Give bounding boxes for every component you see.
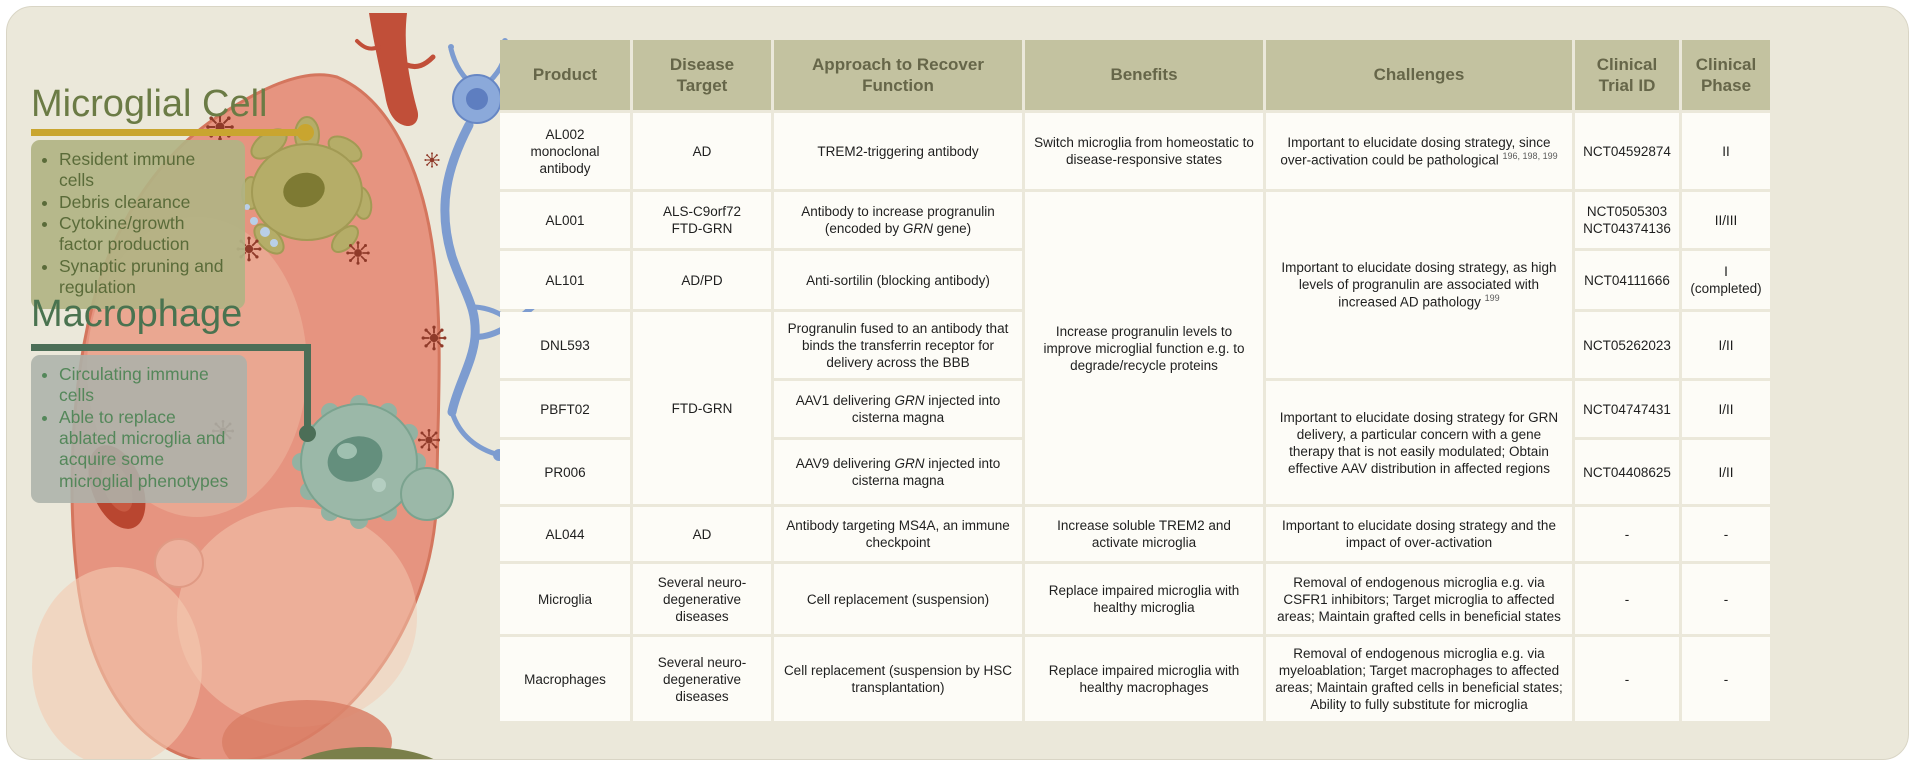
microglia-info-box: Resident immune cells Debris clearance C… bbox=[31, 140, 245, 310]
cell-trial-id: - bbox=[1575, 564, 1679, 634]
microglia-bullet: Synaptic pruning and regulation bbox=[59, 256, 233, 299]
cell-disease: AD bbox=[633, 113, 771, 189]
cell-phase: I (completed) bbox=[1682, 251, 1770, 309]
cell-challenges: Important to elucidate dosing strategy a… bbox=[1266, 507, 1572, 561]
cell-trial-id: NCT04111666 bbox=[1575, 251, 1679, 309]
cell-approach: TREM2-triggering antibody bbox=[774, 113, 1022, 189]
cell-product: AL002 monoclonal antibody bbox=[500, 113, 630, 189]
therapies-table: Product Disease Target Approach to Recov… bbox=[497, 37, 1773, 724]
macrophage-title: Macrophage bbox=[31, 293, 243, 335]
cell-challenges: Important to elucidate dosing strategy, … bbox=[1266, 113, 1572, 189]
cell-approach: Antibody targeting MS4A, an immune check… bbox=[774, 507, 1022, 561]
macrophage-cell-drawing bbox=[292, 395, 454, 529]
col-header-approach: Approach to Recover Function bbox=[774, 40, 1022, 110]
cell-product: DNL593 bbox=[500, 312, 630, 378]
table-row: PR006 AAV9 delivering GRN injected into … bbox=[500, 440, 1770, 504]
cell-disease: AD bbox=[633, 507, 771, 561]
cell-phase: - bbox=[1682, 637, 1770, 721]
brain-illustration: Microglial Cell Resident immune cells De… bbox=[7, 7, 627, 759]
col-header-disease-target: Disease Target bbox=[633, 40, 771, 110]
cell-benefits: Increase soluble TREM2 and activate micr… bbox=[1025, 507, 1263, 561]
table-row: PBFT02 AAV1 delivering GRN injected into… bbox=[500, 381, 1770, 504]
cell-trial-id: NCT05262023 bbox=[1575, 312, 1679, 378]
microglia-title: Microglial Cell bbox=[31, 83, 268, 125]
microglia-bullet: Resident immune cells bbox=[59, 149, 233, 192]
cell-trial-id: NCT04747431 bbox=[1575, 381, 1679, 437]
figure-background: Microglial Cell Resident immune cells De… bbox=[6, 6, 1909, 760]
col-header-trial-id: Clinical Trial ID bbox=[1575, 40, 1679, 110]
cell-challenges-merged: Important to elucidate dosing strategy, … bbox=[1266, 192, 1572, 378]
macrophage-pointer-line bbox=[304, 344, 311, 432]
col-header-benefits: Benefits bbox=[1025, 40, 1263, 110]
cell-disease: Several neuro-degenerative diseases bbox=[633, 564, 771, 634]
cell-trial-id: - bbox=[1575, 507, 1679, 561]
microglia-accent-bar bbox=[31, 129, 303, 136]
cell-benefits: Switch microglia from homeostatic to dis… bbox=[1025, 113, 1263, 189]
cell-disease-merged: FTD-GRN bbox=[633, 312, 771, 504]
col-header-challenges: Challenges bbox=[1266, 40, 1572, 110]
cell-approach: AAV1 delivering GRN injected into cister… bbox=[774, 381, 1022, 437]
table-row: DNL593 FTD-GRN Progranulin fused to an a… bbox=[500, 312, 1770, 504]
cell-phase: I/II bbox=[1682, 381, 1770, 437]
cell-challenges-merged: Important to elucidate dosing strategy f… bbox=[1266, 381, 1572, 504]
cell-phase: II/III bbox=[1682, 192, 1770, 248]
macrophage-accent-bar bbox=[31, 344, 311, 351]
col-header-phase: Clinical Phase bbox=[1682, 40, 1770, 110]
cell-product: AL101 bbox=[500, 251, 630, 309]
cell-approach: Progranulin fused to an antibody that bi… bbox=[774, 312, 1022, 378]
cell-product: AL044 bbox=[500, 507, 630, 561]
table-row: AL044 AD Antibody targeting MS4A, an imm… bbox=[500, 507, 1770, 561]
cell-approach: Cell replacement (suspension) bbox=[774, 564, 1022, 634]
pink-vesicle-drawing bbox=[154, 538, 204, 588]
cell-approach: Cell replacement (suspension by HSC tran… bbox=[774, 637, 1022, 721]
cell-trial-id: - bbox=[1575, 637, 1679, 721]
cell-trial-id: NCT04592874 bbox=[1575, 113, 1679, 189]
cell-phase: - bbox=[1682, 564, 1770, 634]
cell-benefits: Replace impaired microglia with healthy … bbox=[1025, 637, 1263, 721]
table-row: Macrophages Several neuro-degenerative d… bbox=[500, 637, 1770, 721]
cell-benefits-merged: Increase progranulin levels to improve m… bbox=[1025, 192, 1263, 504]
microglia-bullet: Debris clearance bbox=[59, 192, 233, 213]
cell-challenges: Removal of endogenous microglia e.g. via… bbox=[1266, 637, 1572, 721]
cell-disease: AD/PD bbox=[633, 251, 771, 309]
macrophage-bullet: Circulating immune cells bbox=[59, 364, 235, 407]
col-header-product: Product bbox=[500, 40, 630, 110]
cell-approach: Anti-sortilin (blocking antibody) bbox=[774, 251, 1022, 309]
cell-product: Microglia bbox=[500, 564, 630, 634]
cell-trial-id: NCT0505303 NCT04374136 bbox=[1575, 192, 1679, 248]
cell-phase: I/II bbox=[1682, 312, 1770, 378]
cell-challenges: Removal of endogenous microglia e.g. via… bbox=[1266, 564, 1572, 634]
cell-product: PR006 bbox=[500, 440, 630, 504]
table-row: AL002 monoclonal antibody AD TREM2-trigg… bbox=[500, 113, 1770, 189]
cell-disease: Several neuro-degenerative diseases bbox=[633, 637, 771, 721]
macrophage-pointer-dot bbox=[299, 425, 316, 442]
microglia-bullet: Cytokine/growth factor production bbox=[59, 213, 233, 256]
cell-benefits: Replace impaired microglia with healthy … bbox=[1025, 564, 1263, 634]
cell-phase: I/II bbox=[1682, 440, 1770, 504]
macrophage-bullet: Able to replace ablated microglia and ac… bbox=[59, 407, 235, 492]
cell-trial-id: NCT04408625 bbox=[1575, 440, 1679, 504]
table-row: Microglia Several neuro-degenerative dis… bbox=[500, 564, 1770, 634]
cell-phase: II bbox=[1682, 113, 1770, 189]
cell-product: AL001 bbox=[500, 192, 630, 248]
microglia-pointer-dot bbox=[297, 124, 314, 141]
cell-product: PBFT02 bbox=[500, 381, 630, 437]
table-row: AL001 ALS-C9orf72 FTD-GRN Antibody to in… bbox=[500, 192, 1770, 504]
cell-disease: ALS-C9orf72 FTD-GRN bbox=[633, 192, 771, 248]
cell-product: Macrophages bbox=[500, 637, 630, 721]
table-row: AL101 AD/PD Anti-sortilin (blocking anti… bbox=[500, 251, 1770, 309]
cell-approach: Antibody to increase progranulin (encode… bbox=[774, 192, 1022, 248]
table-header-row: Product Disease Target Approach to Recov… bbox=[500, 40, 1770, 110]
macrophage-info-box: Circulating immune cells Able to replace… bbox=[31, 355, 247, 504]
blood-vessel-drawing bbox=[355, 13, 436, 127]
cell-phase: - bbox=[1682, 507, 1770, 561]
cell-approach: AAV9 delivering GRN injected into cister… bbox=[774, 440, 1022, 504]
neuron-drawing bbox=[440, 38, 552, 461]
